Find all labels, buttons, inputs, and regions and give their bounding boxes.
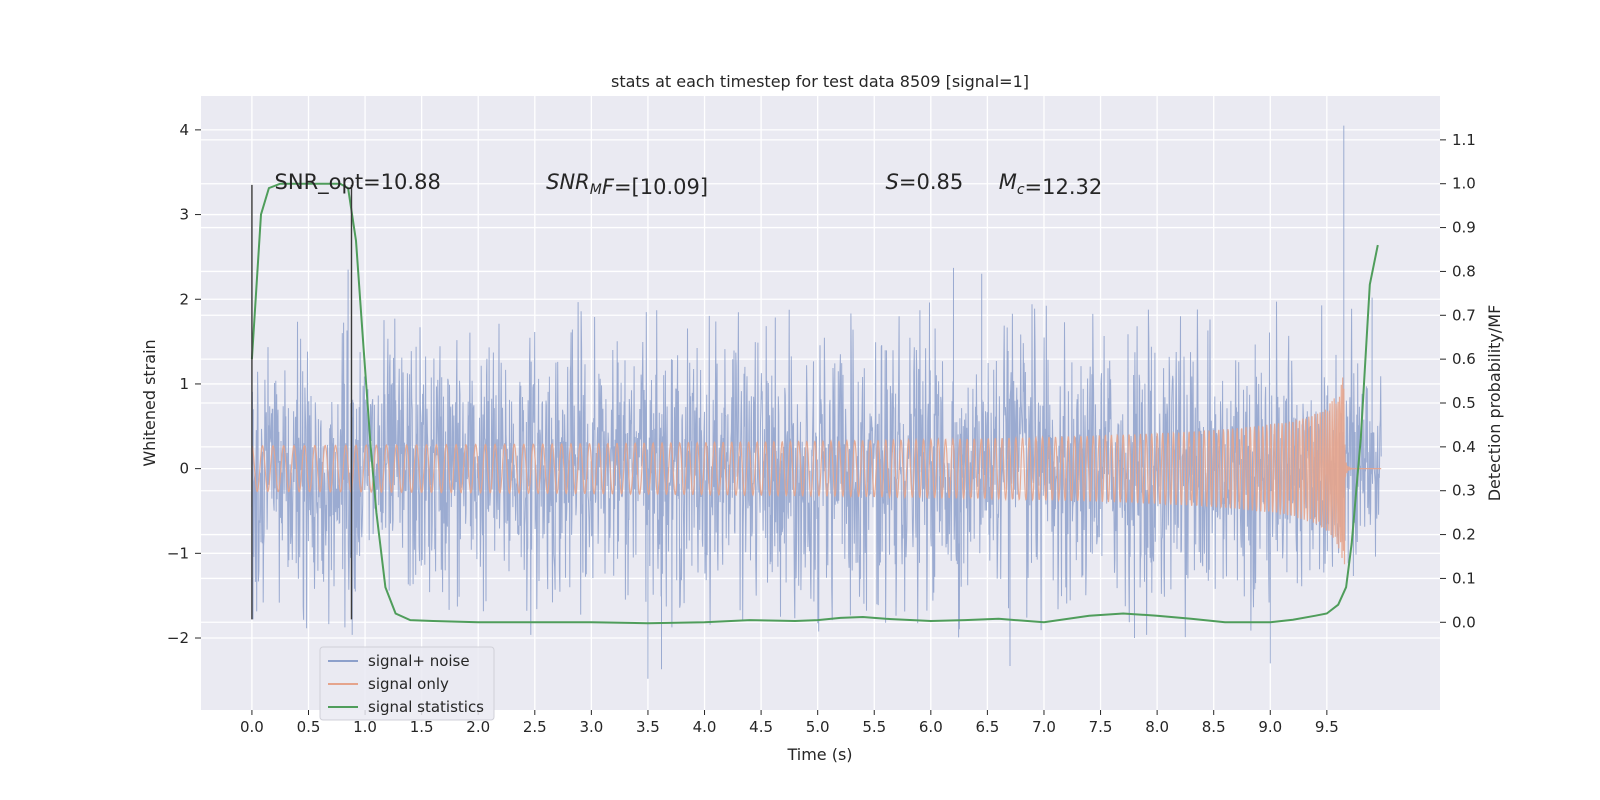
y2-tick-label: 0.4 — [1452, 438, 1476, 456]
x-tick-label: 6.5 — [975, 718, 999, 736]
y2-tick-label: 1.1 — [1452, 131, 1476, 149]
y2-tick-label: 0.2 — [1452, 526, 1476, 544]
annotations: SNR_opt=10.88 SNRMF=[10.09] S=0.85 Mc=12.32 — [275, 170, 1103, 199]
annotation-text: SNRMF=[10.09] — [546, 170, 708, 199]
y2-tick-label: 1.0 — [1452, 175, 1476, 193]
x-tick-label: 7.5 — [1089, 718, 1113, 736]
y2-axis-ticks: 0.0 0.1 0.2 0.3 0.4 0.5 0.6 0.7 0.8 0.9 1.0 1.1 — [1440, 131, 1476, 631]
legend-label-signal-only: signal only — [368, 675, 449, 693]
x-tick-label: 4.0 — [693, 718, 717, 736]
legend-label-signal-statistics: signal statistics — [368, 698, 484, 716]
y-tick-label: 3 — [179, 206, 189, 224]
y2-tick-label: 0.5 — [1452, 394, 1476, 412]
y2-tick-label: 0.1 — [1452, 569, 1476, 587]
x-tick-label: 7.0 — [1032, 718, 1056, 736]
y-tick-label: −1 — [167, 544, 189, 562]
x-tick-label: 9.0 — [1258, 718, 1282, 736]
y-tick-label: −2 — [167, 629, 189, 647]
y2-tick-label: 0.9 — [1452, 219, 1476, 237]
x-tick-label: 1.5 — [410, 718, 434, 736]
annotation-text: SNR_opt=10.88 — [275, 170, 441, 195]
y2-axis-label: Detection probability/MF — [1485, 305, 1504, 502]
x-tick-label: 5.5 — [862, 718, 886, 736]
y2-tick-label: 0.0 — [1452, 613, 1476, 631]
annotation-text: Mc=12.32 — [999, 170, 1103, 199]
x-tick-label: 3.0 — [579, 718, 603, 736]
y2-tick-label: 0.8 — [1452, 262, 1476, 280]
x-tick-label: 4.5 — [749, 718, 773, 736]
x-tick-label: 2.0 — [466, 718, 490, 736]
x-axis-label: Time (s) — [786, 745, 852, 764]
x-tick-label: 5.0 — [806, 718, 830, 736]
y-axis-ticks: −2 −1 0 1 2 3 4 — [167, 121, 201, 647]
legend-box — [319, 646, 495, 721]
x-tick-label: 6.0 — [919, 718, 943, 736]
y2-tick-label: 0.7 — [1452, 306, 1476, 324]
x-tick-label: 8.0 — [1145, 718, 1169, 736]
x-tick-label: 3.5 — [636, 718, 660, 736]
x-tick-label: 2.5 — [523, 718, 547, 736]
y-tick-label: 2 — [179, 290, 189, 308]
y2-tick-label: 0.3 — [1452, 482, 1476, 500]
x-tick-label: 1.0 — [353, 718, 377, 736]
y-axis-label: Whitened strain — [140, 339, 159, 466]
y-tick-label: 1 — [179, 375, 189, 393]
x-tick-label: 9.5 — [1315, 718, 1339, 736]
y-tick-label: 4 — [179, 121, 189, 139]
annotation-text: S=0.85 — [886, 170, 964, 194]
x-axis-ticks: 0.0 0.5 1.0 1.5 2.0 2.5 3.0 3.5 4.0 4.5 5.0 5.5 6.0 6… — [240, 710, 1339, 736]
x-tick-label: 0.0 — [240, 718, 264, 736]
x-tick-label: 8.5 — [1202, 718, 1226, 736]
vertical-lines — [251, 184, 353, 620]
y-tick-label: 0 — [179, 460, 189, 478]
x-tick-label: 0.5 — [297, 718, 321, 736]
series-signal-only — [251, 377, 1382, 565]
legend: signal+ noise signal only signal statist… — [319, 646, 495, 721]
y2-tick-label: 0.6 — [1452, 350, 1476, 368]
legend-label-signal-noise: signal+ noise — [368, 652, 470, 670]
chart-title: stats at each timestep for test data 850… — [611, 72, 1029, 91]
